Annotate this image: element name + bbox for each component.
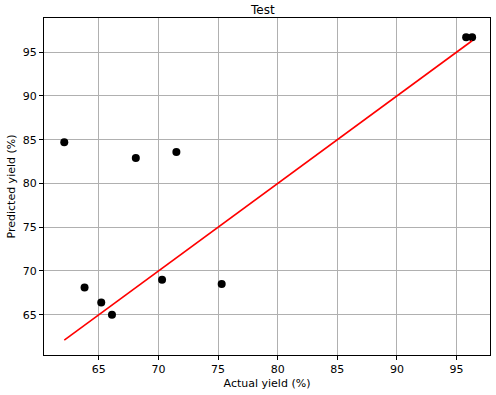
svg-text:Actual yield (%): Actual yield (%) bbox=[224, 377, 311, 390]
svg-text:70: 70 bbox=[23, 265, 37, 278]
svg-text:90: 90 bbox=[23, 90, 37, 103]
svg-text:85: 85 bbox=[23, 134, 37, 147]
svg-text:85: 85 bbox=[330, 363, 344, 376]
svg-text:75: 75 bbox=[23, 221, 37, 234]
svg-text:80: 80 bbox=[271, 363, 285, 376]
svg-text:80: 80 bbox=[23, 177, 37, 190]
svg-text:70: 70 bbox=[151, 363, 165, 376]
svg-text:Predicted yield (%): Predicted yield (%) bbox=[5, 134, 18, 238]
svg-text:95: 95 bbox=[450, 363, 464, 376]
svg-text:95: 95 bbox=[23, 46, 37, 59]
svg-text:Test: Test bbox=[250, 3, 275, 17]
svg-text:65: 65 bbox=[92, 363, 106, 376]
svg-text:75: 75 bbox=[211, 363, 225, 376]
svg-text:65: 65 bbox=[23, 309, 37, 322]
svg-text:90: 90 bbox=[390, 363, 404, 376]
